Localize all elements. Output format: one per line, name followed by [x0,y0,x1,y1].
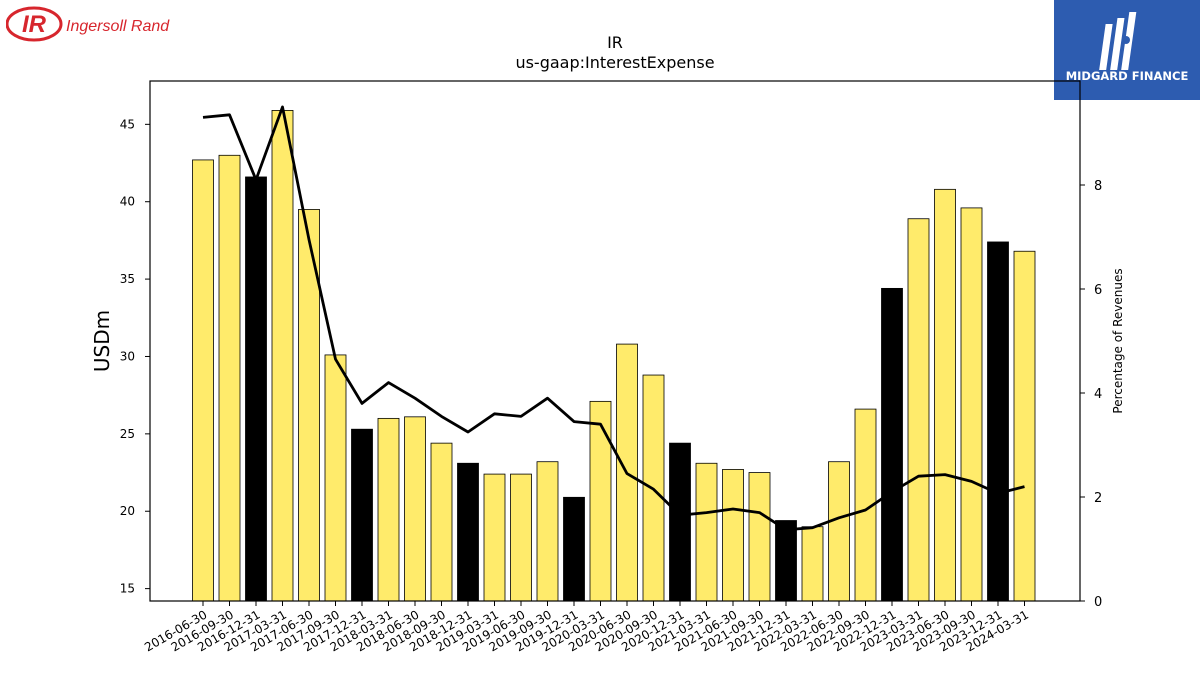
bar-2021-06-30 [722,469,744,602]
ingersoll-rand-logo: IR Ingersoll Rand [6,6,170,42]
y-tick-label: 25 [120,427,135,441]
bar-2018-03-31 [377,417,400,602]
bar-2017-12-31 [351,428,373,602]
plot-frame [149,80,1081,602]
midgard-finance-wordmark: MIDGARD FINANCE [1066,69,1189,83]
bar-2020-03-31 [589,400,612,602]
y2-tick-label: 4 [1094,387,1102,402]
bar-2023-03-31 [907,218,930,602]
bar-series [192,110,1036,602]
bar-2019-12-31 [563,496,585,602]
bar-2022-03-31 [801,526,824,602]
bar-2016-09-30 [218,154,241,602]
y2-tick-label: 0 [1094,595,1102,610]
y-tick-label: 40 [120,195,135,209]
percentage-of-revenues-line [202,105,1025,532]
line-series [202,105,1025,532]
ingersoll-rand-wordmark: Ingersoll Rand [66,18,170,35]
y-axis-left: 15 20 25 30 35 40 45 [120,117,150,596]
bar-2023-09-30 [960,207,983,602]
bar-2023-12-31 [987,241,1009,602]
y-axis-right: 0 2 4 6 8 [1080,179,1102,610]
y-tick-label: 30 [120,349,135,363]
y-tick-label: 20 [120,504,135,518]
y2-tick-label: 6 [1094,283,1102,298]
bar-2021-12-31 [775,520,797,602]
y2-axis-label: Percentage of Revenues [1111,268,1125,413]
x-axis: 2016-06-302016-09-302016-12-312017-03-31… [142,601,1031,654]
y-tick-label: 45 [120,117,135,131]
bar-2023-06-30 [934,188,956,602]
ingersoll-rand-mark: IR [22,11,47,38]
midgard-finance-logo: MIDGARD FINANCE [1054,0,1200,100]
bar-2018-09-30 [430,442,453,602]
chart-subtitle: us-gaap:InterestExpense [515,53,714,72]
bar-2024-03-31 [1013,250,1036,602]
y-tick-label: 15 [120,582,135,596]
bar-2017-03-31 [271,110,294,602]
bar-2019-03-31 [483,473,506,602]
bar-2018-06-30 [404,416,426,602]
y2-tick-label: 2 [1094,491,1102,506]
bar-2017-09-30 [324,354,347,602]
chart-title: IR [607,33,623,52]
bar-2022-06-30 [828,461,850,602]
bar-2016-06-30 [192,159,214,602]
midgard-finance-emblem-icon [1099,12,1137,70]
bar-2022-12-31 [881,287,903,602]
bar-2019-09-30 [536,461,559,602]
bar-2020-12-31 [669,442,691,602]
bar-2021-03-31 [695,462,718,602]
y2-tick-label: 8 [1094,179,1102,194]
bar-2018-12-31 [457,462,479,602]
y-tick-label: 35 [120,272,135,286]
y-axis-label: USDm [90,310,114,372]
bar-2016-12-31 [245,176,267,602]
bar-2021-09-30 [748,472,771,602]
bar-2019-06-30 [510,473,532,602]
